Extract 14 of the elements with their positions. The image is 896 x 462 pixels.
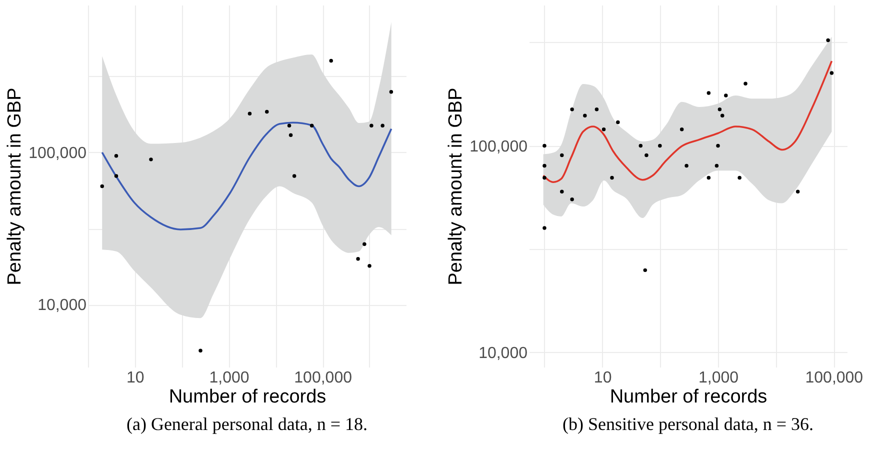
x-tick-label: 10 <box>594 370 612 386</box>
y-axis-title: Penalty amount in GBP <box>446 88 467 286</box>
x-tick-label: 10 <box>126 370 144 386</box>
y-tick-label: 10,000 <box>478 344 528 362</box>
x-tick-label: 1,000 <box>209 370 250 386</box>
text: (a) General personal data, n = 18. <box>126 414 368 434</box>
y-tick-label: 10,000 <box>38 297 87 314</box>
x-axis-title: Number of records <box>610 386 768 408</box>
x-tick-label: 100,000 <box>294 370 352 386</box>
x-tick-label: 100,000 <box>805 370 864 386</box>
y-axis-title: Penalty amount in GBP <box>4 88 26 286</box>
x-axis-title: Number of records <box>168 386 326 408</box>
x-tick-label: 1,000 <box>698 370 739 386</box>
text: (b) Sensitive personal data, n = 36. <box>562 414 814 434</box>
